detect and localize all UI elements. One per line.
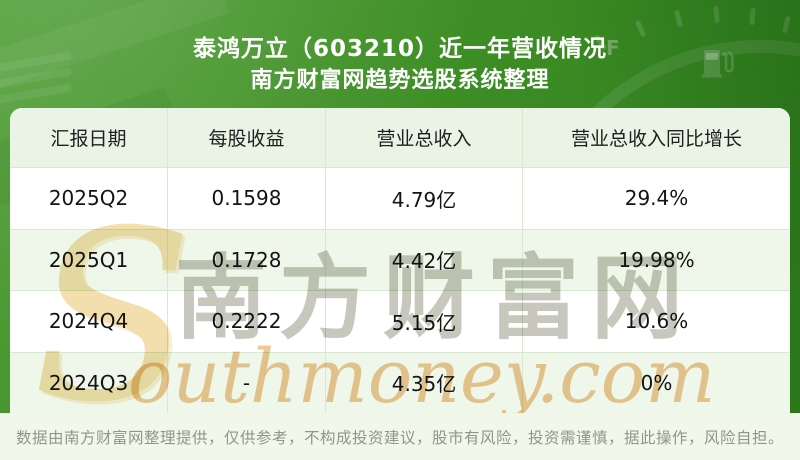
cell-eps: 0.1598 [167, 167, 325, 229]
cell-period: 2024Q3 [10, 351, 167, 414]
page-title: 泰鸿万立（603210）近一年营收情况 [192, 36, 608, 62]
gauge-tick [713, 5, 720, 24]
cell-period: 2024Q4 [10, 290, 167, 352]
cell-yoy: 19.98% [522, 228, 790, 290]
cell-revenue: 4.79亿 [325, 167, 522, 229]
disclaimer-text: 数据由南方财富网整理提供，仅供参考，不构成投资建议，股市有风险，投资需谨慎，据此… [15, 428, 784, 447]
table-row: 2024Q4 0.2222 5.15亿 10.6% [10, 290, 790, 352]
cell-yoy: 29.4% [522, 167, 790, 229]
cell-period: 2025Q1 [10, 228, 167, 291]
cell-eps: 0.2222 [167, 290, 325, 352]
cell-eps: 0.1728 [167, 228, 325, 290]
table-row: 2024Q3 - 4.35亿 0% [10, 351, 790, 414]
column-header-eps: 每股收益 [167, 108, 325, 167]
revenue-table: 汇报日期 每股收益 营业总收入 营业总收入同比增长 2025Q2 0.1598 … [10, 108, 790, 413]
table-row: 2025Q1 0.1728 4.42亿 19.98% [10, 228, 790, 291]
gauge-tick [674, 9, 683, 28]
page-subtitle: 南方财富网趋势选股系统整理 [250, 68, 550, 93]
column-header-report-date: 汇报日期 [50, 128, 127, 150]
cell-eps: - [167, 351, 325, 413]
table-row: 2025Q2 0.1598 4.79亿 29.4% [10, 167, 790, 229]
table-header-row: 汇报日期 每股收益 营业总收入 营业总收入同比增长 [10, 108, 790, 167]
cell-yoy: 0% [522, 351, 790, 413]
cell-revenue: 4.42亿 [325, 228, 522, 290]
column-header-yoy-growth: 营业总收入同比增长 [522, 108, 790, 167]
gauge-tick [749, 7, 756, 26]
cell-yoy: 10.6% [522, 290, 790, 352]
cell-revenue: 5.15亿 [325, 290, 522, 352]
column-header-total-revenue: 营业总收入 [325, 108, 522, 167]
cell-revenue: 4.35亿 [325, 351, 522, 413]
cell-period: 2025Q2 [10, 167, 167, 229]
disclaimer-bar: 数据由南方财富网整理提供，仅供参考，不构成投资建议，股市有风险，投资需谨慎，据此… [0, 413, 800, 460]
